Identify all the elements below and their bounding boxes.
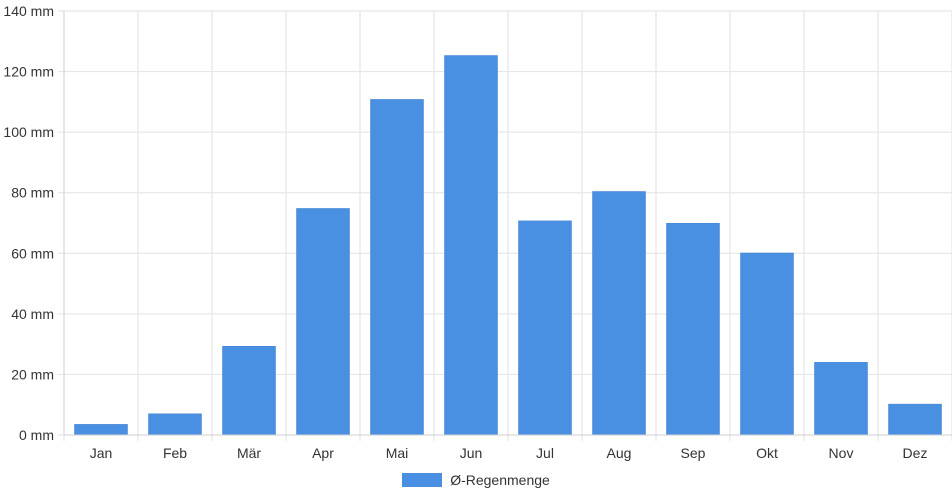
y-tick-label: 60 mm <box>11 245 54 261</box>
y-tick-label: 0 mm <box>19 427 54 443</box>
bar-Aug[interactable] <box>592 191 646 436</box>
y-tick-label: 80 mm <box>11 185 54 201</box>
legend-swatch <box>402 473 443 487</box>
legend-label: Ø-Regenmenge <box>450 472 550 488</box>
y-tick-label: 40 mm <box>11 306 54 322</box>
x-tick-label: Nov <box>829 445 854 461</box>
x-tick-label: Jul <box>536 445 554 461</box>
bar-Dez[interactable] <box>888 403 942 436</box>
bar-Feb[interactable] <box>148 413 202 436</box>
bar-Okt[interactable] <box>740 252 794 436</box>
y-tick-label: 100 mm <box>3 124 54 140</box>
x-tick-label: Feb <box>163 445 187 461</box>
bar-Jun[interactable] <box>444 55 498 436</box>
y-tick-label: 120 mm <box>3 64 54 80</box>
bar-Jul[interactable] <box>518 220 572 436</box>
x-tick-label: Apr <box>312 445 334 461</box>
x-tick-label: Mai <box>386 445 409 461</box>
x-tick-label: Jan <box>90 445 113 461</box>
y-tick-label: 140 mm <box>3 3 54 19</box>
bar-Mär[interactable] <box>222 346 276 436</box>
bar-Apr[interactable] <box>296 208 350 436</box>
x-tick-label: Jun <box>460 445 483 461</box>
grid-lines <box>58 10 952 441</box>
x-tick-label: Okt <box>756 445 778 461</box>
bar-Sep[interactable] <box>666 223 720 436</box>
x-tick-label: Sep <box>681 445 706 461</box>
x-tick-label: Aug <box>607 445 632 461</box>
x-tick-label: Dez <box>903 445 928 461</box>
x-tick-label: Mär <box>237 445 261 461</box>
bar-Nov[interactable] <box>814 362 868 436</box>
rainfall-bar-chart: 0 mm 20 mm 40 mm 60 mm 80 mm 100 mm 120 mm 140 … <box>3 3 952 461</box>
bar-Mai[interactable] <box>370 99 424 436</box>
bars <box>74 55 942 436</box>
legend[interactable]: Ø-Regenmenge <box>0 472 952 488</box>
axes: 0 mm 20 mm 40 mm 60 mm 80 mm 100 mm 120 mm 140 … <box>3 3 952 461</box>
y-tick-label: 20 mm <box>11 366 54 382</box>
bar-Jan[interactable] <box>74 424 128 436</box>
